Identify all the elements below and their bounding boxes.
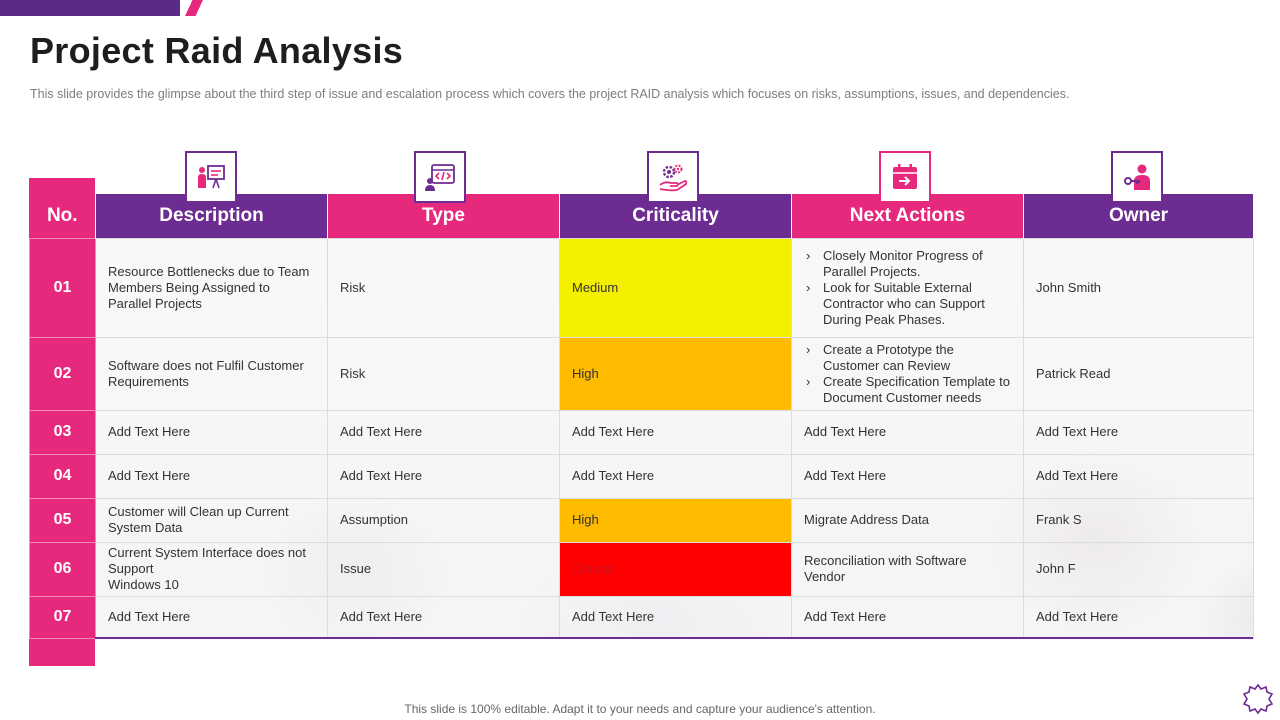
description-line: Current System Interface does not Suppor… bbox=[108, 545, 306, 576]
description-line: Windows 10 bbox=[108, 577, 179, 592]
page-title: Project Raid Analysis bbox=[30, 30, 404, 71]
owner-cell: Add Text Here bbox=[1023, 409, 1254, 455]
type-cell: Risk bbox=[327, 237, 560, 338]
type-cell: Assumption bbox=[327, 497, 560, 543]
table-bottom-line bbox=[95, 637, 1253, 639]
description-cell: Customer will Clean up Current System Da… bbox=[95, 497, 328, 543]
criticality-cell: Medium bbox=[559, 237, 792, 338]
table-row: 04 Add Text Here Add Text Here Add Text … bbox=[29, 453, 1254, 499]
owner-cell: Add Text Here bbox=[1023, 453, 1254, 499]
top-accent-stripe bbox=[176, 0, 212, 16]
criticality-cell: Add Text Here bbox=[559, 453, 792, 499]
next-actions-cell: Migrate Address Data bbox=[791, 497, 1024, 543]
owner-cell: Patrick Read bbox=[1023, 336, 1254, 411]
criticality-cell: High bbox=[559, 336, 792, 411]
footer-note: This slide is 100% editable. Adapt it to… bbox=[404, 702, 876, 716]
table-row: 05 Customer will Clean up Current System… bbox=[29, 497, 1254, 543]
row-number: 06 bbox=[29, 541, 96, 597]
description-cell: Resource Bottlenecks due to Team Members… bbox=[95, 237, 328, 338]
row-number: 02 bbox=[29, 336, 96, 411]
next-actions-cell: Create a Prototype the Customer can Revi… bbox=[791, 336, 1024, 411]
type-cell: Add Text Here bbox=[327, 595, 560, 639]
row-number: 03 bbox=[29, 409, 96, 455]
type-cell: Risk bbox=[327, 336, 560, 411]
action-item: Create Specification Template to Documen… bbox=[804, 374, 1011, 406]
table-row: 06 Current System Interface does not Sup… bbox=[29, 541, 1254, 597]
next-actions-cell: Closely Monitor Progress of Parallel Pro… bbox=[791, 237, 1024, 338]
table-row: 01 Resource Bottlenecks due to Team Memb… bbox=[29, 237, 1254, 338]
type-cell: Add Text Here bbox=[327, 409, 560, 455]
calendar-arrow-icon bbox=[879, 151, 931, 203]
header-no: No. bbox=[29, 194, 96, 238]
owner-cell: Frank S bbox=[1023, 497, 1254, 543]
criticality-cell: Critical bbox=[559, 541, 792, 597]
type-cell: Issue bbox=[327, 541, 560, 597]
page-subtitle: This slide provides the glimpse about th… bbox=[30, 87, 1070, 101]
type-cell: Add Text Here bbox=[327, 453, 560, 499]
next-actions-cell: Reconciliation with Software Vendor bbox=[791, 541, 1024, 597]
owner-cell: John F bbox=[1023, 541, 1254, 597]
row-number: 01 bbox=[29, 237, 96, 338]
row-number: 04 bbox=[29, 453, 96, 499]
description-cell: Add Text Here bbox=[95, 595, 328, 639]
raid-table: No. Description Type Criticality Next Ac… bbox=[29, 194, 1254, 639]
next-actions-cell: Add Text Here bbox=[791, 453, 1024, 499]
action-item: Create a Prototype the Customer can Revi… bbox=[804, 342, 1011, 374]
next-actions-cell: Add Text Here bbox=[791, 595, 1024, 639]
top-accent-bar bbox=[0, 0, 180, 16]
description-cell: Add Text Here bbox=[95, 409, 328, 455]
description-cell: Current System Interface does not Suppor… bbox=[95, 541, 328, 597]
owner-cell: Add Text Here bbox=[1023, 595, 1254, 639]
person-key-icon bbox=[1111, 151, 1163, 203]
description-cell: Software does not Fulfil Customer Requir… bbox=[95, 336, 328, 411]
code-window-icon bbox=[414, 151, 466, 203]
owner-cell: John Smith bbox=[1023, 237, 1254, 338]
action-item: Closely Monitor Progress of Parallel Pro… bbox=[804, 248, 1011, 280]
gears-hand-icon bbox=[647, 151, 699, 203]
description-cell: Add Text Here bbox=[95, 453, 328, 499]
row-number: 05 bbox=[29, 497, 96, 543]
criticality-cell: High bbox=[559, 497, 792, 543]
table-row: 02 Software does not Fulfil Customer Req… bbox=[29, 336, 1254, 411]
gear-icon bbox=[1241, 682, 1275, 716]
action-item: Look for Suitable External Contractor wh… bbox=[804, 280, 1011, 328]
table-row: 07 Add Text Here Add Text Here Add Text … bbox=[29, 595, 1254, 639]
criticality-cell: Add Text Here bbox=[559, 595, 792, 639]
criticality-cell: Add Text Here bbox=[559, 409, 792, 455]
next-actions-cell: Add Text Here bbox=[791, 409, 1024, 455]
table-row: 03 Add Text Here Add Text Here Add Text … bbox=[29, 409, 1254, 455]
presentation-icon bbox=[185, 151, 237, 203]
row-number: 07 bbox=[29, 595, 96, 639]
